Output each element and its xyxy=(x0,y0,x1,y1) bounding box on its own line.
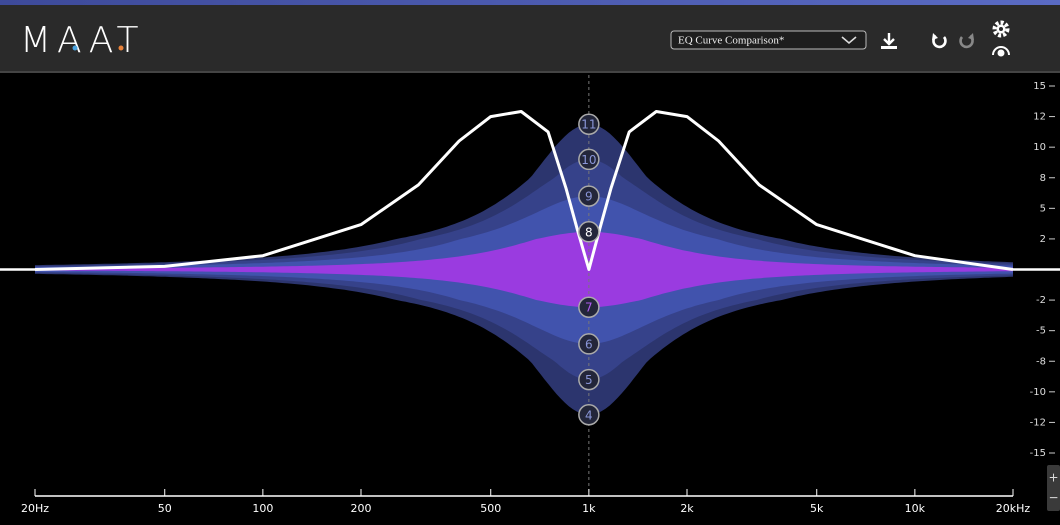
logo: MAAT xyxy=(20,20,145,61)
x-tick-label: 100 xyxy=(252,502,273,515)
eq-node[interactable]: 8 xyxy=(578,221,600,243)
x-tick-label: 200 xyxy=(351,502,372,515)
band-fill xyxy=(35,269,1013,308)
view-button[interactable] xyxy=(992,46,1010,57)
header-bar xyxy=(0,5,1060,72)
logo-dot xyxy=(72,45,78,51)
x-tick-label: 10k xyxy=(905,502,926,515)
node-label[interactable]: 6 xyxy=(585,337,593,351)
node-handle[interactable] xyxy=(578,185,600,207)
eq-node[interactable]: 11 xyxy=(578,113,600,135)
eq-node[interactable]: 5 xyxy=(578,368,600,391)
x-tick-label: 20Hz xyxy=(21,502,49,515)
band-fill xyxy=(35,231,1013,270)
node-handle[interactable] xyxy=(578,333,600,355)
eq-node[interactable]: 6 xyxy=(578,333,600,355)
zoom-panel xyxy=(1047,465,1060,511)
undo-arrow[interactable] xyxy=(932,33,938,40)
x-tick-label: 1k xyxy=(582,502,596,515)
eq-node[interactable]: 10 xyxy=(578,148,600,171)
eq-plot: 11 10 9 8 4 5 6 7 15 12 10 8 5 2 -2 -5 -8 -10 -12 -15 20Hz 50… xyxy=(0,75,1060,515)
node-label[interactable]: 4 xyxy=(585,408,593,422)
y-tick-label: -12 xyxy=(1030,417,1046,428)
eq-node[interactable]: 4 xyxy=(578,404,600,426)
preset-name[interactable]: EQ Curve Comparison* xyxy=(678,35,784,47)
y-tick-label: -5 xyxy=(1036,326,1046,337)
top-strip xyxy=(0,0,1060,5)
node-label[interactable]: 8 xyxy=(585,225,593,239)
band-fill xyxy=(35,269,1013,415)
save-button[interactable] xyxy=(881,33,897,49)
view-dot[interactable] xyxy=(997,49,1005,57)
zoom-button[interactable]: − xyxy=(1048,491,1058,505)
settings-button[interactable] xyxy=(992,20,1010,38)
node-handle[interactable] xyxy=(578,368,600,391)
header-border xyxy=(0,71,1060,73)
y-tick-label: 8 xyxy=(1040,173,1046,184)
node-handle[interactable] xyxy=(578,221,600,243)
logo-dot xyxy=(118,45,124,51)
node-label[interactable]: 7 xyxy=(585,301,593,315)
band-fill xyxy=(35,124,1013,270)
y-tick-label: 5 xyxy=(1040,203,1046,214)
y-tick-label: 10 xyxy=(1033,142,1046,153)
eq-node[interactable]: 7 xyxy=(578,296,600,318)
download-base[interactable] xyxy=(881,46,897,49)
node-handle[interactable] xyxy=(578,404,600,426)
y-tick-label: -15 xyxy=(1030,448,1046,459)
comparison-curve xyxy=(34,110,1014,271)
node-label[interactable]: 9 xyxy=(585,190,593,204)
band-fill xyxy=(35,269,1013,380)
x-tick-label: 50 xyxy=(158,502,172,515)
gear-hole[interactable] xyxy=(999,27,1003,31)
gear-teeth[interactable] xyxy=(992,20,1010,38)
x-tick-label: 2k xyxy=(680,502,694,515)
zoom-button[interactable]: + xyxy=(1048,471,1058,485)
x-tick-label: 5k xyxy=(810,502,824,515)
y-tick-label: 15 xyxy=(1033,81,1046,92)
y-tick-label: 2 xyxy=(1040,234,1046,245)
node-label[interactable]: 5 xyxy=(585,373,593,387)
y-tick-label: -2 xyxy=(1036,295,1046,306)
node-label[interactable]: 10 xyxy=(581,153,596,167)
band-fill xyxy=(35,269,1013,344)
node-handle[interactable] xyxy=(578,296,600,318)
node-label[interactable]: 11 xyxy=(581,118,596,132)
y-tick-label: -10 xyxy=(1030,387,1046,398)
y-tick-label: 12 xyxy=(1033,112,1046,123)
band-fill xyxy=(35,159,1013,270)
eq-node[interactable]: 9 xyxy=(578,185,600,207)
dropdown-arrow[interactable] xyxy=(841,36,857,45)
redo-arrow[interactable] xyxy=(968,33,974,40)
x-tick-label: 500 xyxy=(480,502,501,515)
y-tick-label: -8 xyxy=(1036,356,1046,367)
node-handle[interactable] xyxy=(578,113,600,135)
node-handle[interactable] xyxy=(578,148,600,171)
x-tick-label: 20kHz xyxy=(996,502,1031,515)
download-icon[interactable] xyxy=(883,33,895,46)
dropdown-box[interactable] xyxy=(670,30,867,50)
view-arc[interactable] xyxy=(992,46,1010,56)
band-fill xyxy=(35,196,1013,270)
preset-dropdown[interactable]: EQ Curve Comparison* xyxy=(670,30,867,50)
